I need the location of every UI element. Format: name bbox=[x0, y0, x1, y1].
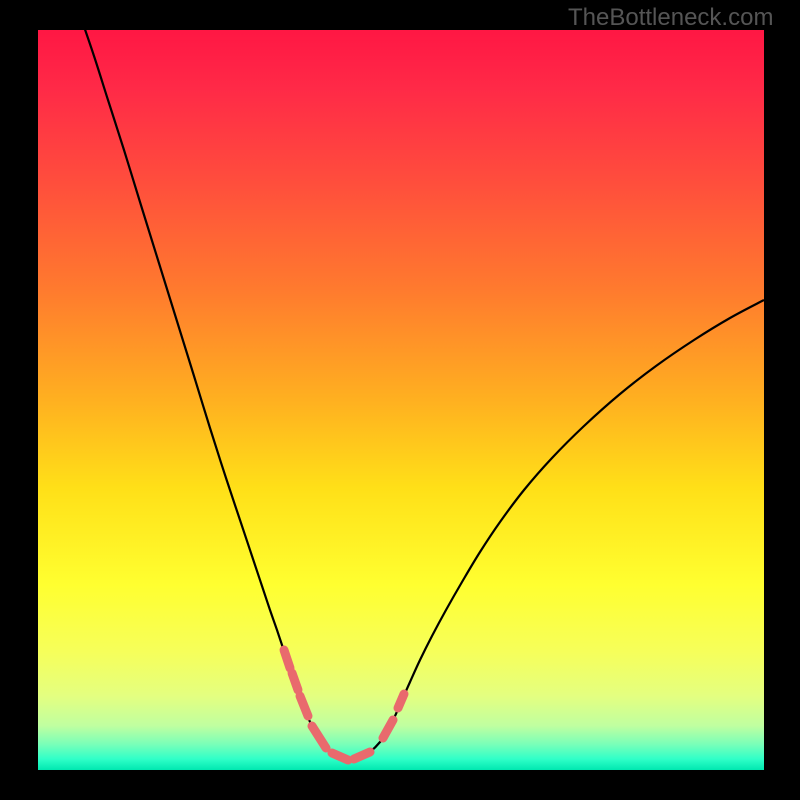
watermark-label: TheBottleneck.com bbox=[568, 4, 773, 32]
chart-stage: TheBottleneck.com bbox=[0, 0, 800, 800]
gradient-plot-area bbox=[38, 30, 764, 770]
